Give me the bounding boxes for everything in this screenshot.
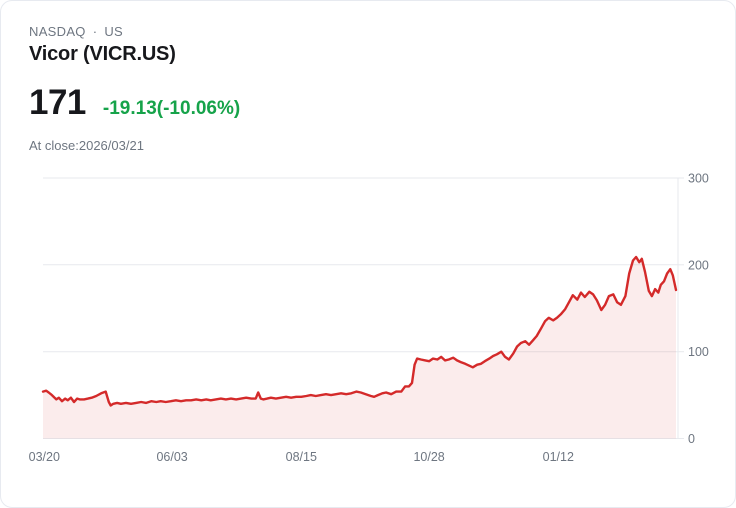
close-date-label: At close:2026/03/21 — [29, 138, 144, 153]
x-tick-label-2: 08/15 — [286, 450, 317, 464]
price-change: -19.13(-10.06%) — [102, 98, 241, 119]
exchange-label: NASDAQ — [29, 24, 86, 39]
price-row: 171 -19.13(-10.06%) — [29, 83, 240, 123]
x-tick-label-4: 01/12 — [543, 450, 574, 464]
stock-name: Vicor (VICR.US) — [29, 43, 176, 65]
y-tick-label-200: 200 — [688, 258, 709, 272]
region-label: US — [104, 24, 124, 39]
x-tick-label-3: 10/28 — [413, 450, 444, 464]
price-line — [41, 255, 678, 407]
price-area — [43, 257, 676, 439]
separator-dot: · — [92, 24, 98, 39]
y-tick-label-0: 0 — [688, 432, 695, 446]
y-tick-label-300: 300 — [688, 172, 709, 186]
price-value: 171 — [29, 83, 86, 122]
y-tick-label-100: 100 — [688, 345, 709, 359]
exchange-row: NASDAQ · US — [29, 24, 123, 39]
x-tick-label-1: 06/03 — [156, 450, 187, 464]
x-tick-label-0: 03/20 — [29, 450, 60, 464]
